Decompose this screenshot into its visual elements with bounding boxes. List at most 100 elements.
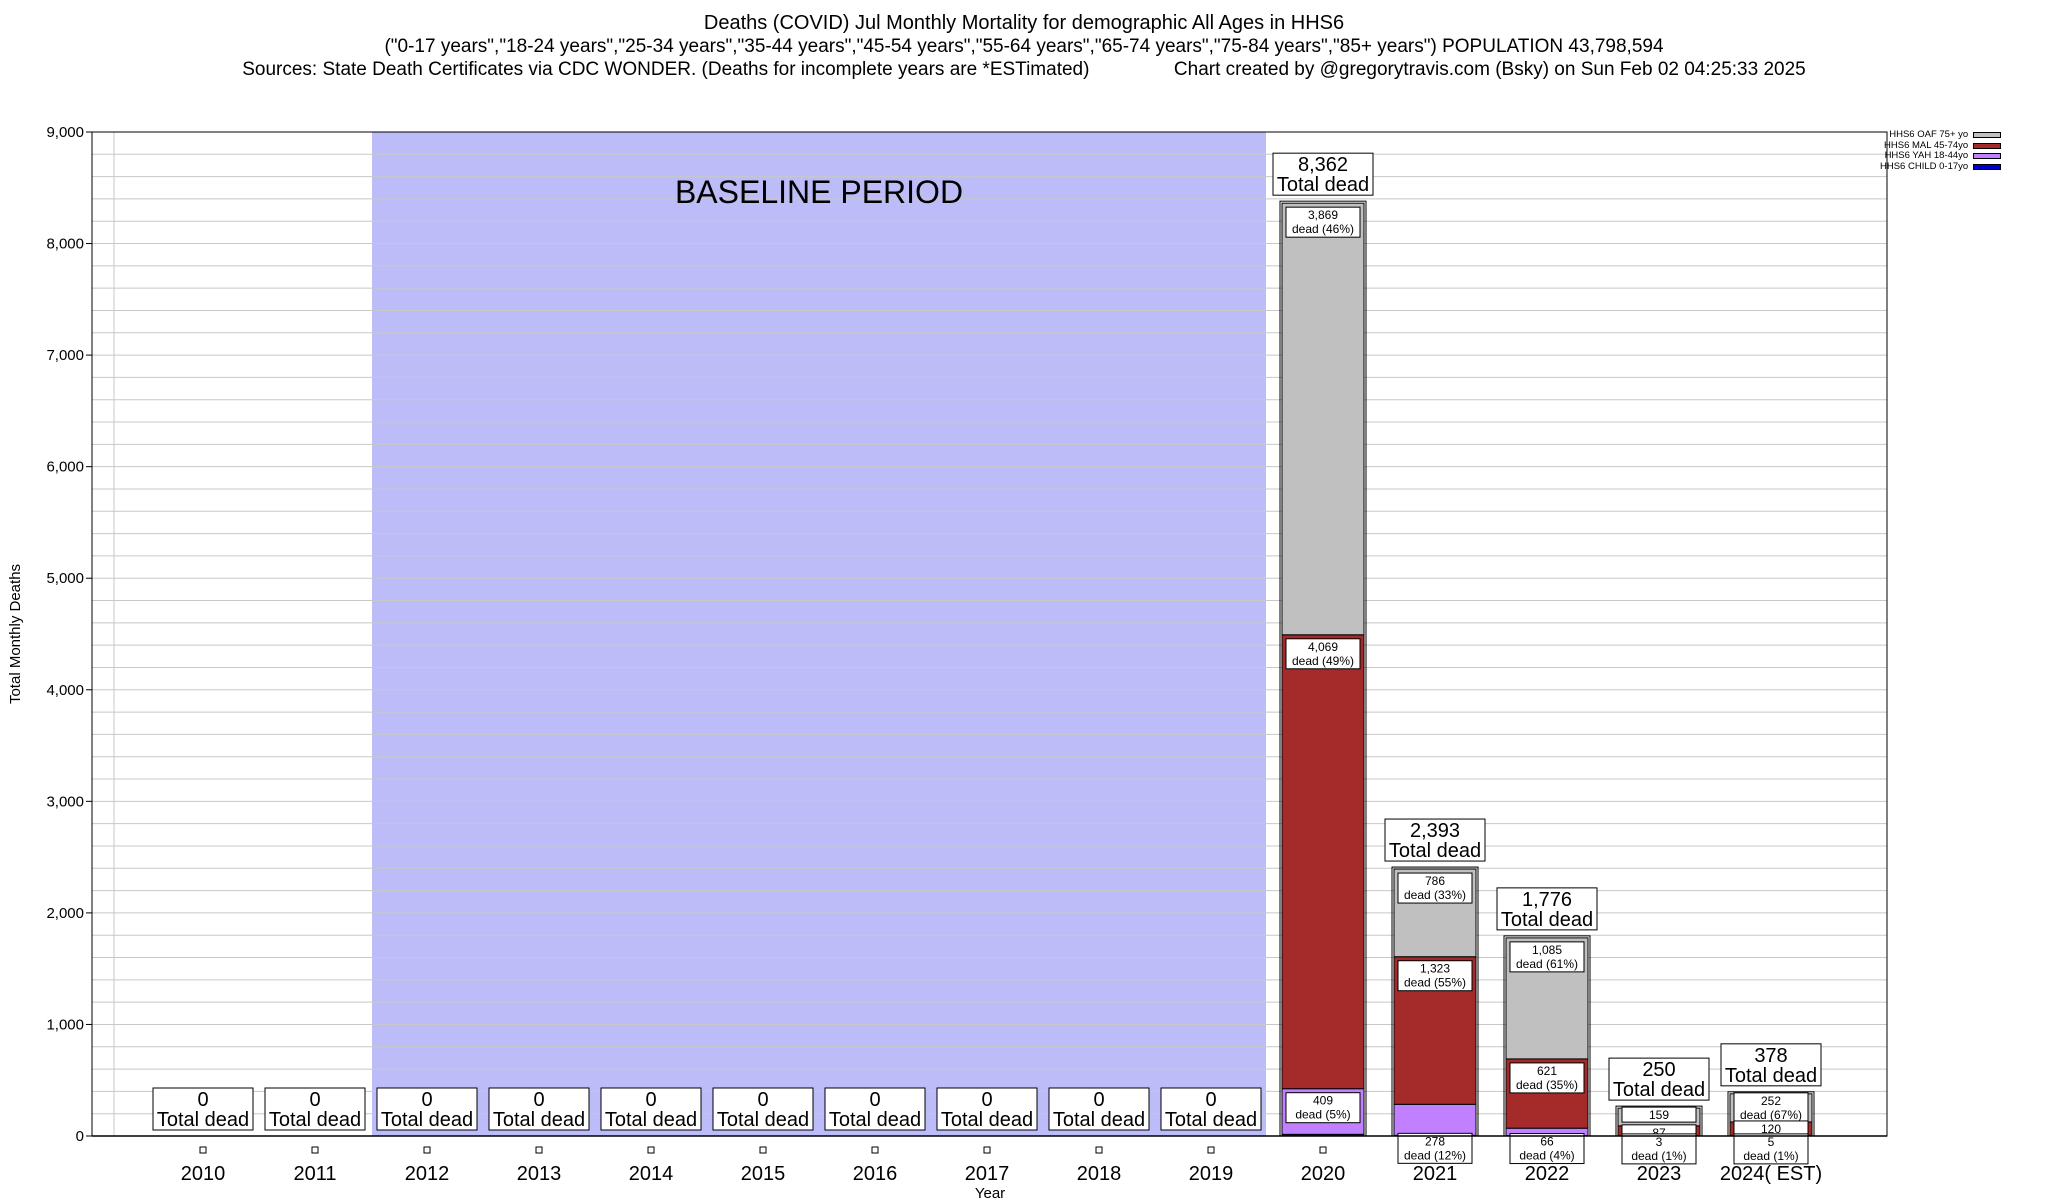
- total-label-box: [488, 1087, 590, 1131]
- segment-value: 3: [1656, 1135, 1663, 1149]
- segment-value: 1,323: [1420, 962, 1450, 976]
- x-marker: [983, 1146, 991, 1154]
- total-value: 0: [981, 1089, 992, 1111]
- total-suffix: Total dead: [1389, 840, 1481, 862]
- total-suffix: Total dead: [493, 1109, 585, 1131]
- bar-segment-oaf: [1281, 202, 1365, 636]
- x-marker: [647, 1146, 655, 1154]
- total-value: 0: [309, 1089, 320, 1111]
- total-value: 1,776: [1522, 889, 1572, 911]
- total-suffix: Total dead: [1613, 1079, 1705, 1101]
- segment-label-box: [1285, 206, 1361, 238]
- total-label-box: [1272, 152, 1374, 196]
- total-value: 0: [1205, 1089, 1216, 1111]
- baseline-label: BASELINE PERIOD: [675, 174, 963, 210]
- x-tick-label: 2021: [1413, 1163, 1458, 1185]
- legend-label: HHS6 YAH 18-44yo: [1884, 150, 1969, 161]
- y-tick-label: 1,000: [46, 1016, 84, 1033]
- total-suffix: Total dead: [1725, 1065, 1817, 1087]
- y-tick-label: 7,000: [46, 347, 84, 364]
- segment-text: dead (33%): [1404, 888, 1466, 902]
- legend-item-child: HHS6 CHILD 0-17yo: [1880, 160, 2002, 173]
- legend-label: HHS6 CHILD 0-17yo: [1880, 160, 1969, 172]
- legend-label: HHS6 OAF 75+ yo: [1889, 129, 1969, 140]
- segment-value: 159: [1649, 1108, 1669, 1122]
- segment-text: dead (55%): [1404, 976, 1466, 990]
- segment-label-oaf: 159: [1621, 1106, 1697, 1123]
- y-tick-label: 4,000: [46, 682, 84, 699]
- total-label-box: [152, 1087, 254, 1131]
- segment-value: 3,869: [1308, 208, 1338, 222]
- segment-text: dead (5%): [1295, 1108, 1350, 1122]
- chart-title: Deaths (COVID) Jul Monthly Mortality for…: [703, 12, 1345, 34]
- total-suffix: Total dead: [1501, 909, 1593, 931]
- total-suffix: Total dead: [1165, 1109, 1257, 1131]
- total-label-box: [1048, 1087, 1150, 1131]
- segment-label-box: [1509, 1133, 1585, 1165]
- legend-swatch: [1973, 142, 2002, 149]
- segment-label-box: [1397, 960, 1473, 992]
- segment-text: dead (1%): [1743, 1149, 1798, 1163]
- x-marker: [871, 1146, 879, 1154]
- y-tick-label: 2,000: [46, 905, 84, 922]
- x-tick-label: 2018: [1077, 1163, 1122, 1185]
- x-marker: [423, 1146, 431, 1154]
- segment-text: dead (49%): [1292, 654, 1354, 668]
- y-tick-label: 0: [76, 1128, 84, 1145]
- segment-label-box: [1285, 1092, 1361, 1124]
- legend-swatch: [1973, 163, 2002, 170]
- x-marker: [199, 1146, 207, 1154]
- segment-label-box: [1621, 1133, 1697, 1165]
- x-tick-label: 2020: [1301, 1163, 1346, 1185]
- segment-text: dead (12%): [1404, 1148, 1466, 1162]
- x-marker: [1207, 1146, 1215, 1154]
- x-marker: [535, 1146, 543, 1154]
- x-tick-label: 2023: [1637, 1163, 1682, 1185]
- segment-label-box: [1509, 1062, 1585, 1094]
- segment-text: dead (61%): [1516, 957, 1578, 971]
- segment-label-box: [1733, 1133, 1809, 1165]
- total-suffix: Total dead: [1277, 174, 1369, 196]
- segment-text: dead (4%): [1519, 1149, 1574, 1163]
- total-suffix: Total dead: [941, 1109, 1033, 1131]
- total-value: 250: [1642, 1059, 1675, 1081]
- total-label-box: [936, 1087, 1038, 1131]
- chart-legend: HHS6 OAF 75+ yo HHS6 MAL 45-74yo HHS6 YAH …: [1880, 129, 2002, 173]
- x-tick-label: 2016: [853, 1163, 898, 1185]
- total-value: 378: [1754, 1045, 1787, 1067]
- x-tick-label: 2011: [293, 1163, 336, 1185]
- x-marker: [759, 1146, 767, 1154]
- y-tick-label: 3,000: [46, 793, 84, 810]
- total-value: 8,362: [1298, 154, 1348, 176]
- total-suffix: Total dead: [605, 1109, 697, 1131]
- segment-value: 66: [1540, 1135, 1554, 1149]
- chart-sources-line: Sources: State Death Certificates via CD…: [0, 58, 2048, 81]
- x-marker: [1319, 1146, 1327, 1154]
- total-label-box: [1160, 1087, 1262, 1131]
- segment-value: 621: [1537, 1064, 1557, 1078]
- total-suffix: Total dead: [381, 1109, 473, 1131]
- total-label-box: [1384, 818, 1486, 862]
- x-axis-label: Year: [975, 1185, 1005, 1200]
- y-tick-label: 6,000: [46, 459, 84, 476]
- segment-label-box: [1397, 872, 1473, 904]
- x-tick-label: 2019: [1189, 1163, 1234, 1185]
- segment-value: 1,085: [1532, 943, 1562, 957]
